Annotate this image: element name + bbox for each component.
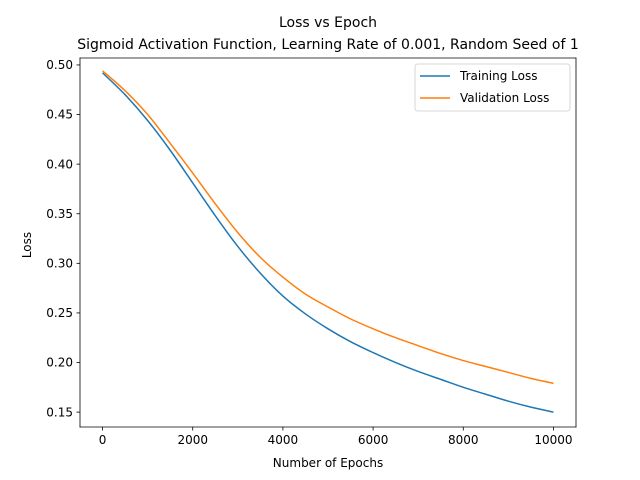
x-tick-label: 8000: [448, 433, 479, 447]
plot-area: [80, 58, 576, 427]
y-tick-label: 0.45: [46, 108, 73, 122]
series-layer: [102, 70, 554, 413]
series-line-validation-loss: [102, 70, 554, 385]
legend-box: [414, 63, 571, 112]
chart-title: Loss vs Epoch: [279, 15, 377, 31]
y-axis-label: Loss: [20, 232, 34, 258]
x-tick-label: 6000: [358, 433, 389, 447]
x-tick-label: 2000: [177, 433, 208, 447]
y-tick-label: 0.35: [46, 207, 73, 221]
x-tick-label: 10000: [534, 433, 572, 447]
legend-label-training-loss: Training Loss: [459, 69, 537, 83]
y-tick-label: 0.20: [46, 356, 73, 370]
chart-subtitle: Sigmoid Activation Function, Learning Ra…: [77, 37, 579, 53]
axes: 0 2000 4000 6000 8000 10000 0.15 0.20 0.25 0.30 0.…: [46, 57, 577, 447]
series-line-training-loss: [102, 72, 554, 413]
y-tick-label: 0.15: [46, 405, 73, 419]
y-tick-label: 0.40: [46, 157, 73, 171]
x-axis-label: Number of Epochs: [273, 456, 383, 470]
legend: Training Loss Validation Loss: [414, 63, 571, 112]
y-tick-label: 0.50: [46, 58, 73, 72]
legend-label-validation-loss: Validation Loss: [460, 91, 549, 105]
plot-background: [80, 58, 576, 427]
y-tick-label: 0.30: [46, 257, 73, 271]
y-tick-label: 0.25: [46, 306, 73, 320]
x-tick-label: 0: [99, 433, 107, 447]
x-tick-label: 4000: [268, 433, 299, 447]
